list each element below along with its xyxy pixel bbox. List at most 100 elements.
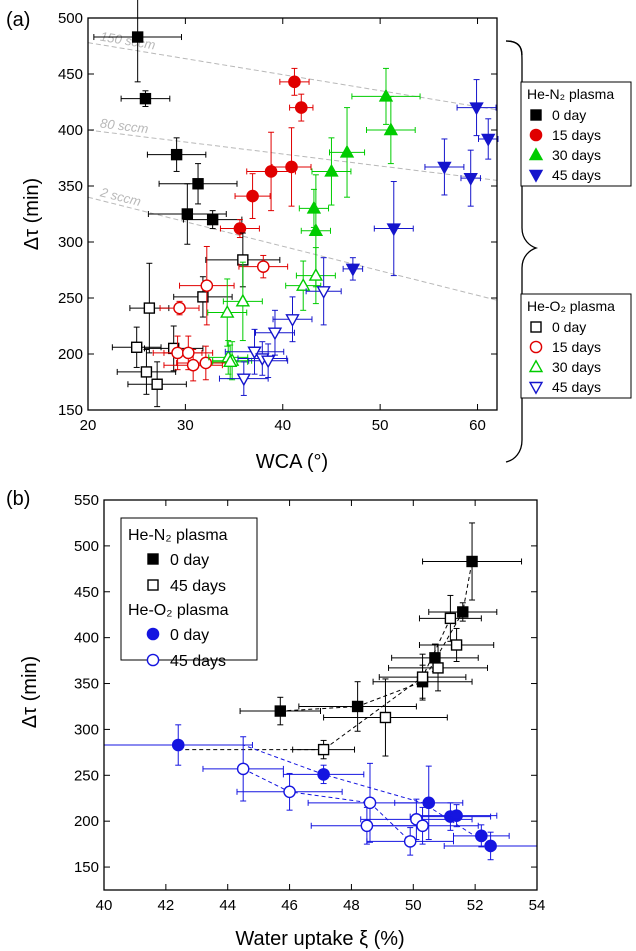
data-point [351, 700, 364, 713]
data-point [200, 279, 214, 292]
data-point [247, 346, 262, 360]
data-point [437, 161, 452, 175]
panel-a-data [93, 0, 499, 408]
y-tick-label: 250 [74, 767, 99, 784]
legend-label: 30 days [552, 359, 601, 375]
legend-marker [147, 579, 159, 591]
x-tick-label: 42 [158, 897, 175, 914]
series [342, 79, 499, 281]
legend-label: 15 days [552, 127, 601, 143]
series [239, 522, 523, 732]
data-point [294, 101, 308, 114]
panel-b-xlabel: Water uptake ξ (%) [235, 928, 404, 950]
x-tick-label: 54 [529, 897, 546, 914]
data-point [173, 301, 186, 315]
data-point [171, 738, 185, 752]
series [218, 257, 342, 396]
data-point [450, 639, 463, 651]
data-point [416, 671, 429, 683]
series [93, 0, 243, 245]
data-point [233, 222, 247, 235]
data-point [469, 102, 484, 116]
legend-title: He-N₂ plasma [527, 86, 614, 102]
data-point [186, 358, 200, 372]
data-point [324, 163, 339, 177]
data-point [378, 88, 394, 102]
y-tick-label: 350 [74, 676, 99, 693]
data-point [131, 31, 144, 43]
data-point [317, 768, 330, 781]
y-tick-label: 200 [58, 346, 83, 363]
legend-label: 30 days [552, 147, 601, 163]
data-point [466, 555, 478, 568]
y-tick-label: 300 [74, 721, 99, 738]
data-point [403, 835, 417, 848]
legend-label: 0 day [552, 319, 586, 335]
x-tick-label: 46 [281, 897, 298, 914]
data-point [296, 277, 311, 291]
data-point [139, 92, 152, 105]
panel-a-ylabel: Δτ (min) [21, 178, 43, 250]
data-point [197, 291, 209, 303]
panel-a-frame [87, 17, 498, 411]
legend-label: 0 day [170, 552, 209, 569]
panel-b-ylabel: Δτ (min) [19, 656, 41, 728]
panel-a-xlabel: WCA (°) [256, 451, 328, 473]
y-tick-label: 400 [58, 122, 83, 139]
legend-title: He-O₂ plasma [128, 602, 229, 619]
series [202, 736, 479, 856]
legend-label: 0 day [170, 627, 209, 644]
panel-a-ticks: 20 30 40 50 60 150 200 250 300 350 400 450 500 [58, 10, 497, 434]
data-point [316, 286, 331, 299]
data-point [260, 355, 276, 369]
panel-b-ticks: 40 42 44 46 48 50 52 54 150 200 250 300 350 400 450 500… [74, 492, 545, 914]
data-point [206, 213, 219, 226]
legend-label: 45 days [170, 653, 226, 670]
legend-he-n2-a: He-N₂ plasma 0 day 15 days 30 days 45 days [520, 81, 632, 187]
x-tick-label: 50 [405, 897, 422, 914]
data-point [170, 148, 183, 161]
data-point [182, 346, 195, 360]
y-tick-label: 500 [58, 10, 83, 27]
data-point [267, 327, 283, 341]
y-tick-label: 200 [74, 813, 99, 830]
series [219, 67, 314, 239]
legend-marker [530, 321, 542, 333]
data-point [416, 819, 429, 833]
data-point [363, 796, 377, 810]
data-point [181, 208, 194, 220]
data-point [171, 346, 184, 360]
data-point [360, 819, 374, 833]
legend-marker [528, 169, 544, 183]
data-point [192, 178, 204, 190]
data-point [481, 133, 496, 147]
data-point [220, 304, 235, 318]
y-tick-label: 400 [74, 630, 99, 647]
legend-he-o2-a: He-O₂ plasma 0 day 15 days 30 days 45 days [520, 293, 632, 399]
panel-b: (b) 40 42 44 46 48 50 52 54 150 200 250 300 350 400 45… [6, 488, 545, 950]
data-point [345, 263, 361, 277]
data-point [386, 223, 401, 237]
y-tick-label: 300 [58, 234, 83, 251]
series [152, 245, 289, 382]
error-bar [424, 138, 465, 196]
data-point [236, 373, 252, 387]
guide-line [88, 196, 497, 301]
data-point [484, 839, 497, 853]
legend-title: He-O₂ plasma [527, 298, 615, 314]
x-tick-label: 50 [372, 417, 389, 434]
data-point [274, 705, 286, 717]
series [292, 594, 495, 760]
data-point [450, 809, 463, 822]
data-point [130, 341, 143, 353]
legend-label: 0 day [552, 107, 586, 123]
legend-label: 15 days [552, 339, 601, 355]
x-tick-label: 40 [96, 897, 113, 914]
data-point [444, 612, 457, 625]
legend-marker [146, 627, 160, 641]
guide-line-label: 80 sccm [99, 116, 149, 137]
legend-box [120, 517, 258, 661]
data-point [143, 302, 156, 314]
legend-label: 45 days [552, 379, 601, 395]
